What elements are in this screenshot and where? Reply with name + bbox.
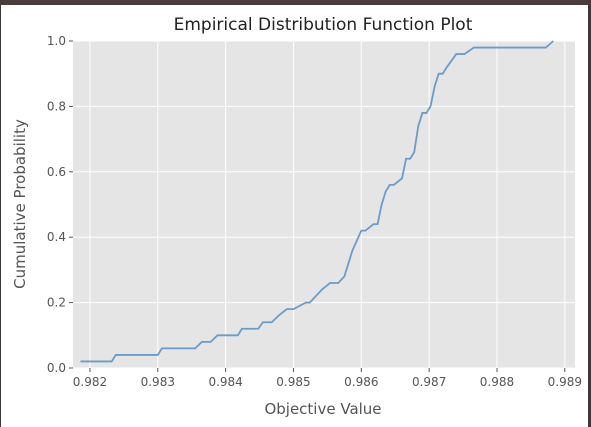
- x-axis-ticks: 0.982 0.983 0.984 0.985 0.986 0.987 0.988 0.989: [73, 368, 582, 389]
- window-top-bar: [0, 0, 591, 5]
- y-tick-label: 0.4: [47, 230, 66, 244]
- y-tick-label: 0.0: [47, 361, 66, 375]
- x-tick-label: 0.984: [208, 375, 242, 389]
- window-left-edge: [0, 5, 1, 427]
- x-tick-label: 0.985: [276, 375, 310, 389]
- y-axis-ticks: 0.0 0.2 0.4 0.6 0.8 1.0: [47, 34, 73, 375]
- x-axis-label: Objective Value: [264, 400, 381, 418]
- grid-lines: [73, 40, 575, 369]
- y-tick-label: 0.8: [47, 99, 66, 113]
- y-axis-label: Cumulative Probability: [11, 119, 29, 289]
- chart-title: Empirical Distribution Function Plot: [174, 15, 473, 35]
- y-tick-label: 1.0: [47, 34, 66, 48]
- x-tick-label: 0.987: [412, 375, 446, 389]
- y-tick-label: 0.6: [47, 165, 66, 179]
- x-tick-label: 0.983: [141, 375, 175, 389]
- y-tick-label: 0.2: [47, 296, 66, 310]
- x-tick-label: 0.988: [480, 375, 514, 389]
- window-right-edge: [588, 5, 591, 427]
- x-tick-label: 0.982: [73, 375, 107, 389]
- x-tick-label: 0.986: [344, 375, 378, 389]
- series-line: [80, 40, 554, 363]
- x-tick-label: 0.989: [548, 375, 582, 389]
- plot-area: [73, 41, 575, 368]
